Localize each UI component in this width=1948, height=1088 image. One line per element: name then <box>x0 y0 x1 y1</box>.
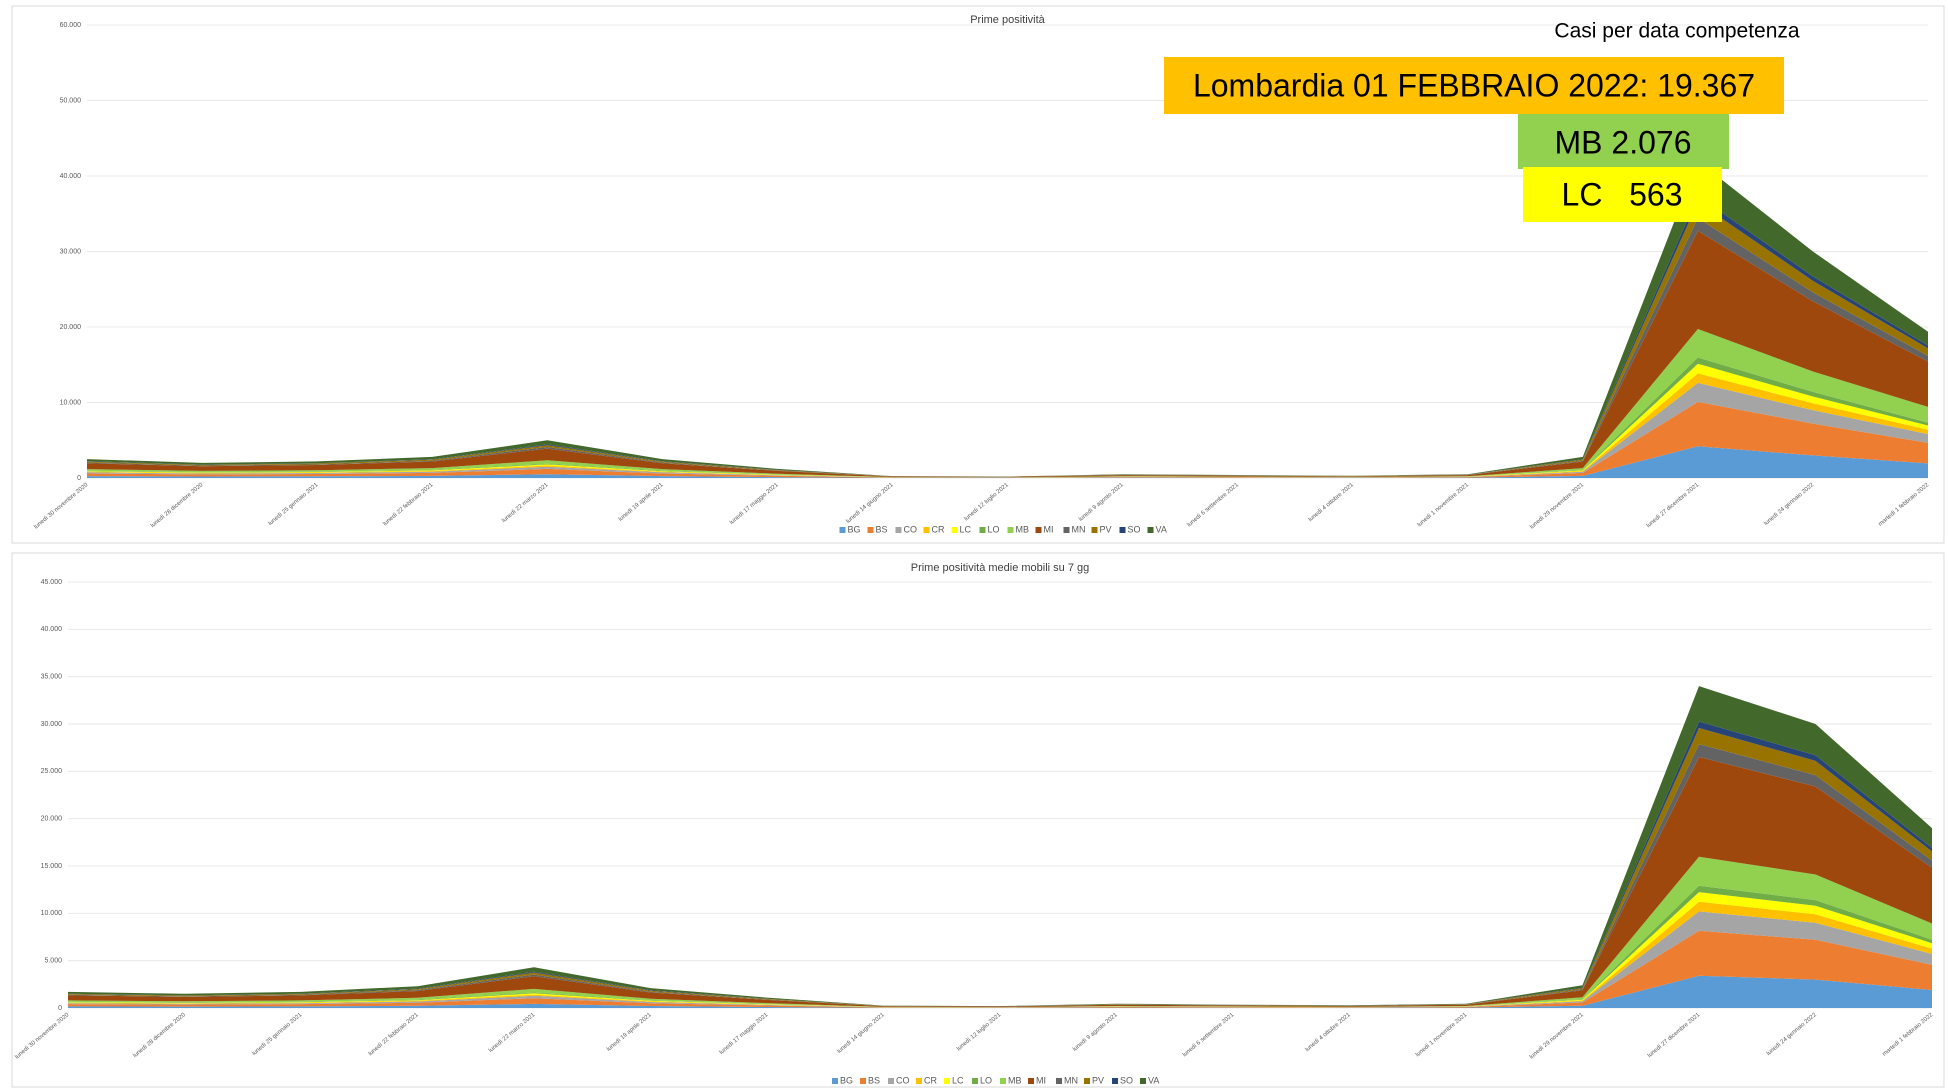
legend-swatch <box>916 1078 922 1084</box>
legend-swatch <box>944 1078 950 1084</box>
annotation: Casi per data competenza <box>1554 20 1799 43</box>
legend-swatch <box>860 1078 866 1084</box>
y-tick-label: 50.000 <box>60 97 82 104</box>
annotation-box <box>1164 57 1784 114</box>
legend-label: MN <box>1064 1075 1078 1085</box>
annotation-box <box>1523 167 1722 222</box>
legend-swatch <box>979 527 986 533</box>
annotation: MB 2.076 <box>1555 124 1692 160</box>
legend-label: MB <box>1016 524 1030 534</box>
area-series <box>87 446 1928 478</box>
y-tick-label: 60.000 <box>60 22 82 29</box>
chart-title: Prime positività <box>970 14 1045 26</box>
legend-swatch <box>1000 1078 1006 1084</box>
legend-label: VA <box>1148 1075 1159 1085</box>
area-series <box>68 856 1932 1008</box>
legend-label: LO <box>980 1075 992 1085</box>
legend-label: BG <box>848 524 861 534</box>
y-tick-label: 30.000 <box>41 721 63 728</box>
y-tick-label: 40.000 <box>41 626 63 633</box>
y-tick-label: 15.000 <box>41 863 63 870</box>
area-series <box>68 756 1932 1008</box>
legend-swatch <box>1084 1078 1090 1084</box>
legend-label: MN <box>1072 524 1086 534</box>
legend-swatch <box>1028 1078 1034 1084</box>
area-series <box>68 728 1932 1007</box>
chart-title: Prime positività medie mobili su 7 gg <box>911 562 1090 574</box>
legend-swatch <box>895 527 902 533</box>
y-tick-label: 45.000 <box>41 579 63 586</box>
legend-label: MI <box>1044 524 1054 534</box>
legend-label: CO <box>904 524 918 534</box>
legend-label: LO <box>988 524 1000 534</box>
y-tick-label: 10.000 <box>60 399 82 406</box>
legend-label: CR <box>924 1075 937 1085</box>
legend-label: LC <box>960 524 972 534</box>
y-tick-label: 10.000 <box>41 910 63 917</box>
area-series <box>68 911 1932 1008</box>
legend-swatch <box>1007 527 1014 533</box>
legend-swatch <box>1147 527 1154 533</box>
legend-swatch <box>923 527 930 533</box>
y-tick-label: 0 <box>58 1005 62 1012</box>
annotation: LC 563 <box>1562 176 1683 212</box>
y-tick-label: 20.000 <box>41 816 63 823</box>
legend-label: VA <box>1156 524 1167 534</box>
y-tick-label: 35.000 <box>41 674 63 681</box>
legend-label: SO <box>1120 1075 1133 1085</box>
legend-label: SO <box>1128 524 1141 534</box>
legend-label: MB <box>1008 1075 1022 1085</box>
annotation-box <box>1518 114 1729 169</box>
legend-swatch <box>839 527 846 533</box>
legend-label: PV <box>1092 1075 1104 1085</box>
legend-swatch <box>1091 527 1098 533</box>
y-tick-label: 30.000 <box>60 248 82 255</box>
legend-swatch <box>867 527 874 533</box>
legend-swatch <box>888 1078 894 1084</box>
legend-swatch <box>951 527 958 533</box>
area-series <box>68 892 1932 1008</box>
y-tick-label: 5.000 <box>44 958 62 965</box>
area-series <box>68 930 1932 1008</box>
legend-label: BS <box>868 1075 880 1085</box>
legend-swatch <box>1063 527 1070 533</box>
area-series <box>68 901 1932 1008</box>
legend-label: CO <box>896 1075 910 1085</box>
legend-label: BS <box>876 524 888 534</box>
legend-label: CR <box>932 524 945 534</box>
legend-swatch <box>1035 527 1042 533</box>
legend-label: PV <box>1100 524 1112 534</box>
area-series <box>68 975 1932 1008</box>
y-tick-label: 25.000 <box>41 768 63 775</box>
legend-swatch <box>832 1078 838 1084</box>
legend-swatch <box>1119 527 1126 533</box>
legend-swatch <box>1112 1078 1118 1084</box>
annotation: Lombardia 01 FEBBRAIO 2022: 19.367 <box>1193 67 1755 103</box>
legend-label: LC <box>952 1075 964 1085</box>
area-series <box>68 686 1932 1007</box>
y-tick-label: 40.000 <box>60 173 82 180</box>
y-tick-label: 0 <box>77 475 81 482</box>
legend-swatch <box>972 1078 978 1084</box>
legend-label: BG <box>840 1075 853 1085</box>
legend-swatch <box>1056 1078 1062 1084</box>
legend-label: MI <box>1036 1075 1046 1085</box>
y-tick-label: 20.000 <box>60 324 82 331</box>
legend-swatch <box>1140 1078 1146 1084</box>
